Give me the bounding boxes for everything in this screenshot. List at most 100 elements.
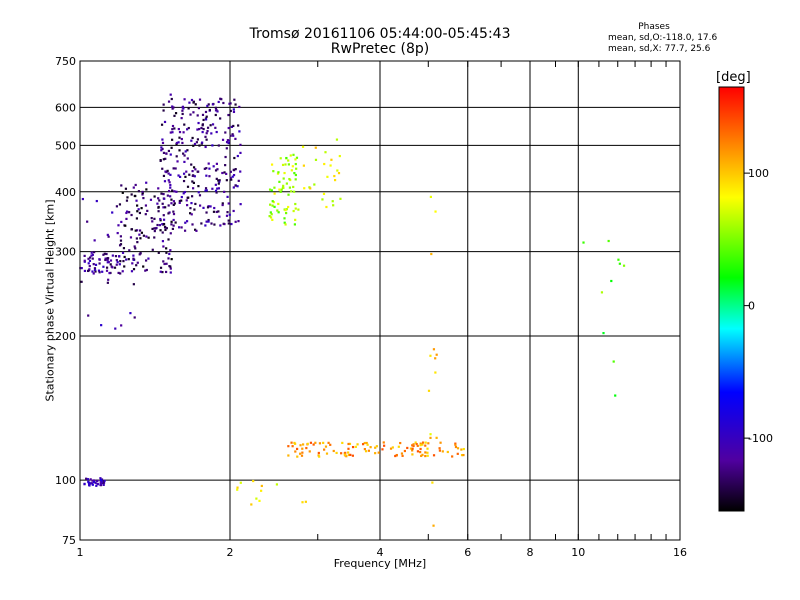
data-point xyxy=(186,196,189,199)
data-point xyxy=(92,480,96,484)
data-point xyxy=(186,204,189,207)
data-point xyxy=(219,224,222,227)
data-point xyxy=(194,168,197,171)
data-point xyxy=(214,189,218,192)
data-point xyxy=(161,202,164,205)
data-point xyxy=(193,175,196,178)
data-point xyxy=(205,115,208,118)
data-point xyxy=(439,441,442,444)
data-point xyxy=(226,139,230,142)
data-point xyxy=(285,211,288,215)
data-point xyxy=(208,167,211,170)
data-point xyxy=(292,153,295,156)
data-point xyxy=(122,260,125,263)
data-point xyxy=(232,173,236,177)
data-point xyxy=(409,447,413,450)
data-point xyxy=(164,206,167,209)
data-point xyxy=(431,481,434,484)
data-point xyxy=(197,191,200,194)
y-tick-label: 400 xyxy=(55,186,76,199)
data-point xyxy=(130,213,133,217)
data-point xyxy=(283,171,286,175)
data-point xyxy=(304,500,307,503)
colorbar xyxy=(718,86,745,512)
data-point xyxy=(100,324,103,327)
data-point xyxy=(130,193,133,196)
data-point xyxy=(89,478,92,481)
data-point xyxy=(397,445,400,448)
data-point xyxy=(427,389,431,392)
data-point xyxy=(250,503,253,506)
data-point xyxy=(299,444,302,447)
data-point xyxy=(327,441,330,444)
data-point xyxy=(182,152,185,155)
data-point xyxy=(231,133,234,136)
data-point xyxy=(197,185,200,188)
data-point xyxy=(80,267,83,270)
data-point xyxy=(149,198,153,201)
data-point xyxy=(323,448,326,451)
data-point xyxy=(332,449,335,453)
data-point xyxy=(271,204,274,207)
data-point xyxy=(167,238,170,241)
data-point xyxy=(456,452,459,455)
data-point xyxy=(204,145,207,149)
data-point xyxy=(186,157,189,160)
data-point xyxy=(220,98,223,101)
data-point xyxy=(207,162,210,165)
data-point xyxy=(347,442,350,446)
data-point xyxy=(133,316,136,319)
data-point xyxy=(122,247,126,250)
data-point xyxy=(222,101,225,105)
data-point xyxy=(135,199,138,202)
data-point xyxy=(363,441,366,445)
data-point xyxy=(282,184,285,187)
data-point xyxy=(132,254,135,257)
data-point xyxy=(162,103,165,106)
data-point xyxy=(273,205,276,208)
data-point xyxy=(169,173,172,176)
data-point xyxy=(134,247,137,250)
data-point xyxy=(177,226,181,229)
data-point xyxy=(294,207,297,210)
data-point xyxy=(205,167,208,170)
data-point xyxy=(106,258,109,261)
data-point xyxy=(89,482,92,485)
data-point xyxy=(119,235,122,238)
data-point xyxy=(213,223,216,226)
data-point xyxy=(338,154,341,158)
data-point xyxy=(132,257,135,260)
data-point xyxy=(81,197,84,201)
colorbar-tick-label: 100 xyxy=(748,167,769,180)
data-point xyxy=(183,190,187,194)
data-point xyxy=(419,444,422,447)
phases-o-stats: mean, sd,O:-118.0, 17.6 xyxy=(608,33,718,43)
data-point xyxy=(161,167,164,170)
data-point xyxy=(204,224,207,227)
data-point xyxy=(80,280,83,283)
data-point xyxy=(116,261,119,264)
data-point xyxy=(157,187,160,190)
data-point xyxy=(167,179,170,182)
data-point xyxy=(230,178,233,181)
data-point xyxy=(87,262,90,265)
data-point xyxy=(290,169,293,172)
data-point xyxy=(186,149,189,152)
data-point xyxy=(169,249,172,252)
data-point xyxy=(178,136,181,139)
data-point xyxy=(118,255,121,258)
data-point xyxy=(234,137,237,140)
data-point xyxy=(106,281,109,284)
data-point xyxy=(424,454,427,458)
data-point xyxy=(229,170,232,173)
data-point xyxy=(135,237,138,240)
data-point xyxy=(144,213,147,216)
data-point xyxy=(426,447,429,450)
data-point xyxy=(185,170,188,173)
data-point xyxy=(202,127,205,131)
data-point xyxy=(206,206,210,209)
data-point xyxy=(424,441,427,444)
data-point xyxy=(313,183,316,186)
data-point xyxy=(176,160,179,163)
data-point xyxy=(234,168,237,171)
